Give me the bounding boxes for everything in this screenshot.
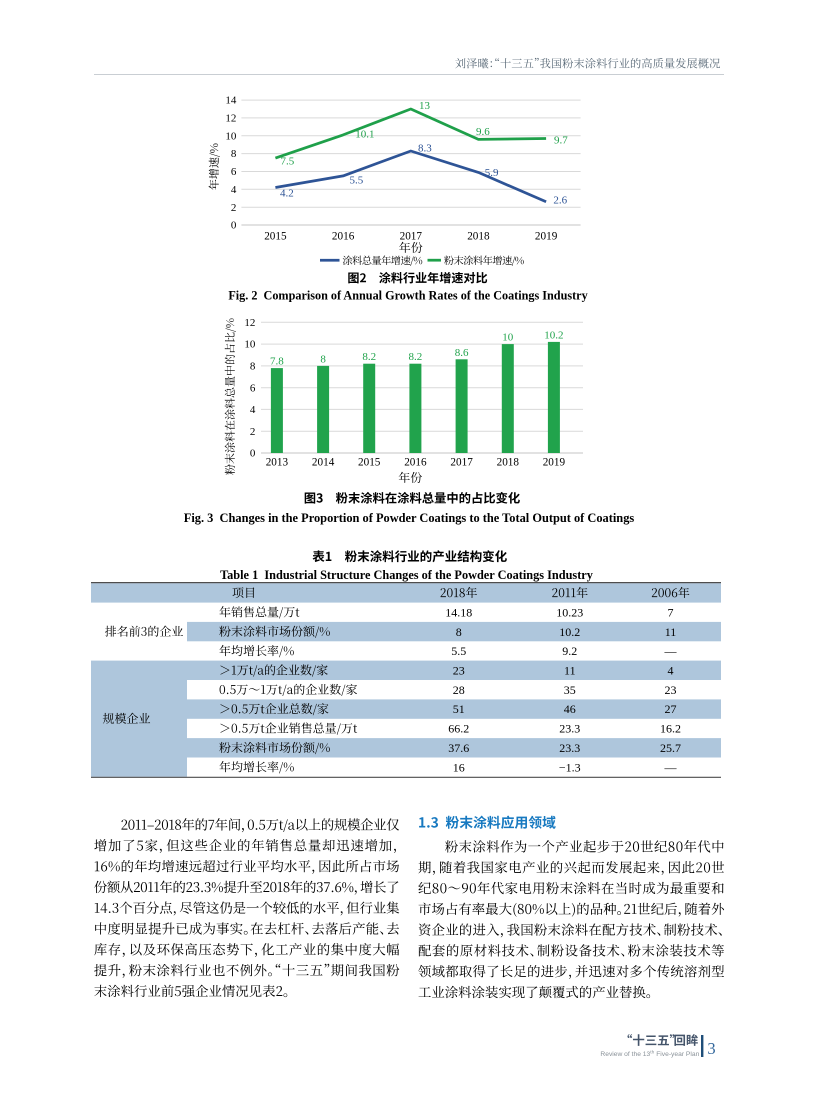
svg-text:2014: 2014 [312,457,335,469]
svg-text:2: 2 [231,202,237,214]
svg-text:4: 4 [231,184,237,196]
svg-text:2016: 2016 [404,457,427,469]
svg-text:16: 16 [453,760,465,774]
svg-text:8.3: 8.3 [418,143,432,155]
svg-text:Five-year Plan: Five-year Plan [656,1051,699,1058]
svg-text:51: 51 [453,702,465,716]
svg-text:46: 46 [564,702,576,716]
svg-text:6: 6 [231,166,237,178]
svg-text:−1.3: −1.3 [559,760,581,774]
svg-text:9.6: 9.6 [476,126,490,138]
svg-text:13: 13 [419,100,431,112]
svg-text:Table 1 Industrial Structure: Table 1 Industrial Structure Changes of … [220,568,594,582]
svg-text:37.6: 37.6 [448,741,469,755]
svg-text:12: 12 [244,317,255,329]
svg-text:0: 0 [250,448,256,460]
svg-text:2015: 2015 [264,231,287,243]
svg-text:3: 3 [707,1039,715,1058]
svg-text:8.6: 8.6 [455,347,469,359]
svg-text:14: 14 [225,95,237,107]
svg-text:23: 23 [665,683,677,697]
svg-text:4: 4 [250,404,256,416]
svg-text:27: 27 [665,702,677,716]
svg-text:35: 35 [564,683,576,697]
svg-text:10: 10 [225,130,237,142]
svg-text:5.5: 5.5 [350,174,364,186]
svg-text:9.2: 9.2 [562,644,577,658]
svg-text:66.2: 66.2 [448,722,469,736]
svg-text:8: 8 [320,353,326,365]
svg-text:8.2: 8.2 [409,351,423,363]
svg-text:11: 11 [564,664,576,678]
svg-text:28: 28 [453,683,465,697]
svg-text:8.2: 8.2 [362,351,376,363]
svg-text:Fig. 3 Changes in the Proport: Fig. 3 Changes in the Proportion of Powd… [184,511,635,525]
svg-text:16.2: 16.2 [660,722,681,736]
svg-text:10.2: 10.2 [544,329,563,341]
svg-text:2017: 2017 [400,231,423,243]
svg-text:8: 8 [250,361,256,373]
svg-text:10: 10 [244,339,256,351]
svg-text:7: 7 [668,605,674,619]
svg-text:2015: 2015 [358,457,381,469]
svg-text:8: 8 [456,625,462,639]
svg-text:23.3: 23.3 [559,741,580,755]
svg-text:2018: 2018 [497,457,520,469]
svg-text:10: 10 [502,332,514,344]
svg-text:23.3: 23.3 [559,722,580,736]
svg-text:5.9: 5.9 [485,167,499,179]
svg-text:23: 23 [453,664,465,678]
svg-text:2: 2 [250,426,256,438]
svg-text:Review of the 13: Review of the 13 [600,1051,650,1058]
svg-text:9.7: 9.7 [554,134,568,146]
svg-text:2013: 2013 [266,457,289,469]
svg-text:Fig. 2 Comparison of Annual G: Fig. 2 Comparison of Annual Growth Rates… [228,289,587,303]
svg-text:7.8: 7.8 [270,356,284,368]
svg-text:4.2: 4.2 [280,187,294,199]
svg-text:10.1: 10.1 [355,129,374,141]
svg-text:2019: 2019 [543,457,566,469]
svg-text:11: 11 [665,625,677,639]
svg-text:7.5: 7.5 [281,155,295,167]
svg-text:th: th [650,1050,654,1056]
svg-text:0: 0 [231,220,237,232]
svg-text:—: — [664,760,678,774]
svg-text:8: 8 [231,148,237,160]
svg-text:5.5: 5.5 [451,644,466,658]
svg-text:—: — [664,644,678,658]
svg-text:2.6: 2.6 [553,195,567,207]
svg-text:4: 4 [668,664,674,678]
svg-text:2017: 2017 [450,457,473,469]
svg-text:6: 6 [250,382,256,394]
svg-text:2016: 2016 [332,231,355,243]
svg-text:2019: 2019 [535,231,558,243]
svg-text:10.23: 10.23 [556,605,583,619]
svg-text:12: 12 [225,113,236,125]
svg-text:2018: 2018 [467,231,490,243]
svg-text:25.7: 25.7 [660,741,681,755]
svg-text:10.2: 10.2 [559,625,580,639]
svg-text:14.18: 14.18 [445,605,472,619]
